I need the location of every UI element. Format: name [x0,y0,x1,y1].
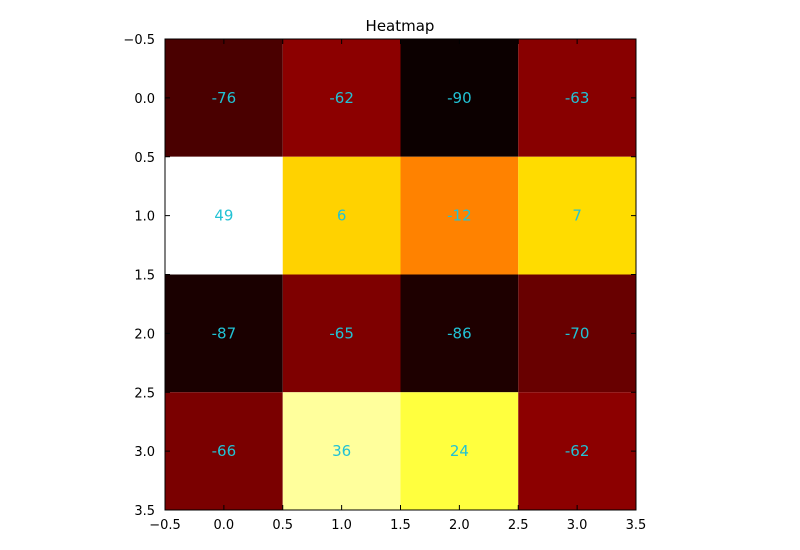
y-tick-label: −0.5 [123,33,155,48]
y-tick-label: 2.0 [134,327,155,342]
x-tick-label: −0.5 [149,518,181,533]
heatmap-cell-r0-c0 [165,39,283,157]
heatmap-cell-r3-c0 [165,392,283,510]
x-tick-label: 3.5 [626,518,647,533]
cell-value-label-r1-c2: -12 [447,207,472,225]
x-tick-label: 1.0 [331,518,352,533]
heatmap-cell-r0-c3 [518,39,636,157]
y-tick-label: 0.5 [134,151,155,166]
heatmap-cell-r0-c1 [282,39,401,157]
heatmap-cell-r2-c3 [518,274,636,393]
x-tick-label: 0.0 [214,518,235,533]
heatmap-cells [165,39,636,510]
y-tick-label: 2.5 [134,386,155,401]
heatmap-cell-r1-c2 [400,156,519,275]
cell-value-label-r2-c2: -86 [447,324,472,342]
x-tick-label: 2.5 [508,518,529,533]
cell-value-label-r2-c3: -70 [565,324,590,342]
heatmap-cell-r1-c0 [165,156,283,275]
cell-value-label-r0-c0: -76 [212,89,237,107]
x-tick-label: 0.5 [272,518,293,533]
cell-value-label-r1-c3: 7 [572,207,582,225]
heatmap-cell-r2-c0 [165,274,283,393]
cell-value-label-r0-c3: -63 [565,89,590,107]
cell-value-label-r3-c1: 36 [332,442,351,460]
y-axis: −0.5 0.0 0.5 1.0 1.5 2.0 2.5 3.0 3.5 [123,33,636,519]
y-tick-label: 0.0 [134,92,155,107]
heatmap-cell-r3-c3 [518,392,636,510]
x-axis: −0.5 0.0 0.5 1.0 1.5 2.0 2.5 3.0 3.5 [149,39,646,533]
y-tick-label: 3.0 [134,445,155,460]
cell-value-label-r1-c1: 6 [337,207,347,225]
heatmap-cell-r3-c1 [282,392,401,510]
heatmap-cell-r3-c2 [400,392,519,510]
cell-value-label-r2-c1: -65 [329,324,354,342]
cell-value-label-r2-c0: -87 [212,324,237,342]
cell-value-label-r1-c0: 49 [214,207,233,225]
cell-value-label-r3-c2: 24 [450,442,469,460]
chart-title: Heatmap [366,17,435,35]
heatmap-cell-r1-c3 [518,156,636,275]
cell-value-label-r0-c2: -90 [447,89,472,107]
cell-value-label-r3-c0: -66 [212,442,237,460]
y-tick-label: 1.5 [134,269,155,284]
x-tick-label: 1.5 [390,518,411,533]
cell-value-label-r0-c1: -62 [329,89,354,107]
heatmap-cell-r0-c2 [400,39,519,157]
y-tick-label: 3.5 [134,504,155,519]
y-tick-label: 1.0 [134,210,155,225]
x-tick-label: 3.0 [567,518,588,533]
heatmap-cell-r1-c1 [282,156,401,275]
x-tick-label: 2.0 [449,518,470,533]
heatmap-cell-labels: -76 -62 -90 -63 49 6 -12 7 -87 -65 -86 -70 -66 36 24 -6… [212,89,590,460]
cell-value-label-r3-c3: -62 [565,442,590,460]
heatmap-cell-r2-c1 [282,274,401,393]
heatmap-cell-r2-c2 [400,274,519,393]
